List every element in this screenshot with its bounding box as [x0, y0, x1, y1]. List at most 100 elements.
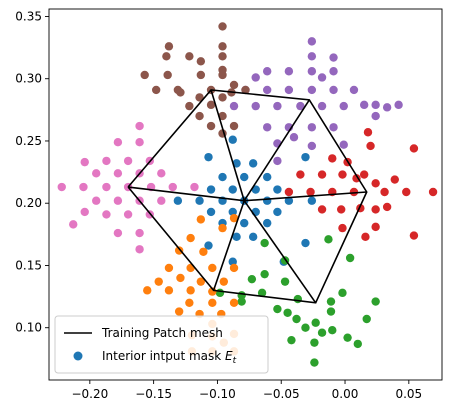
- data-point: [317, 101, 327, 111]
- data-point: [296, 170, 305, 179]
- data-point: [307, 141, 317, 151]
- series-4: [229, 37, 403, 166]
- data-point: [204, 152, 213, 162]
- data-point: [353, 339, 362, 349]
- series-1: [215, 235, 380, 367]
- legend-label-subscript: t: [233, 356, 237, 366]
- data-point: [251, 73, 260, 82]
- data-point: [409, 231, 419, 240]
- series-3: [284, 128, 438, 242]
- data-point: [102, 182, 111, 192]
- data-point: [306, 187, 315, 197]
- data-point: [196, 57, 206, 66]
- data-point: [190, 182, 199, 192]
- data-point: [326, 297, 336, 306]
- data-point: [296, 101, 305, 111]
- data-point: [307, 52, 317, 61]
- data-point: [208, 263, 217, 273]
- data-point: [273, 156, 282, 166]
- data-point: [289, 133, 299, 142]
- data-point: [185, 101, 194, 111]
- data-point: [185, 298, 194, 308]
- data-point: [92, 169, 101, 178]
- data-point: [371, 100, 380, 110]
- data-point: [262, 196, 272, 205]
- data-point: [394, 100, 403, 110]
- data-point: [232, 232, 241, 242]
- data-point: [310, 358, 319, 367]
- data-point: [349, 187, 359, 197]
- data-point: [382, 103, 392, 112]
- data-point: [337, 205, 346, 214]
- data-point: [215, 288, 225, 298]
- data-point: [262, 85, 272, 95]
- data-point: [307, 67, 317, 76]
- mesh-spoke: [243, 99, 310, 202]
- data-point: [102, 210, 111, 219]
- data-point: [123, 156, 133, 166]
- data-point: [409, 144, 419, 153]
- mesh-spoke: [128, 186, 245, 202]
- data-point: [174, 246, 184, 255]
- data-point: [317, 328, 327, 337]
- data-point: [343, 333, 352, 342]
- x-tick-label: 0.05: [395, 387, 422, 401]
- data-point: [229, 213, 239, 223]
- x-tick-label: −0.15: [135, 387, 172, 401]
- data-point: [135, 121, 144, 131]
- data-point: [251, 101, 260, 111]
- data-point: [287, 335, 296, 345]
- data-point: [162, 52, 171, 61]
- data-point: [135, 228, 144, 238]
- data-point: [154, 277, 163, 286]
- data-point: [151, 85, 161, 95]
- data-point: [292, 314, 301, 324]
- data-point: [196, 70, 206, 80]
- data-point: [273, 304, 282, 314]
- legend-label-mesh: Training Patch mesh: [101, 326, 223, 340]
- data-point: [371, 205, 380, 214]
- data-point: [311, 318, 320, 327]
- data-point: [218, 93, 227, 102]
- data-point: [428, 187, 438, 197]
- data-point: [262, 67, 272, 76]
- data-point: [257, 288, 267, 298]
- data-point: [57, 182, 66, 192]
- data-point: [329, 53, 338, 62]
- data-point: [199, 247, 208, 256]
- data-point: [371, 111, 380, 121]
- data-point: [135, 138, 144, 147]
- mesh-spoke: [210, 89, 245, 201]
- legend-label-symbol: E: [225, 349, 233, 363]
- data-point: [206, 207, 216, 217]
- data-point: [113, 196, 123, 205]
- data-point: [317, 170, 327, 179]
- data-point: [218, 65, 227, 75]
- data-point: [218, 223, 227, 233]
- data-point: [237, 297, 246, 306]
- data-point: [135, 245, 144, 254]
- data-point: [328, 154, 337, 163]
- data-point: [310, 338, 319, 347]
- data-point: [301, 152, 310, 162]
- data-point: [113, 169, 123, 178]
- data-point: [229, 80, 239, 90]
- data-point: [349, 85, 359, 95]
- data-point: [317, 73, 327, 82]
- data-point: [229, 101, 239, 111]
- data-point: [174, 307, 184, 316]
- data-point: [102, 156, 111, 166]
- data-point: [113, 138, 123, 147]
- data-point: [240, 172, 249, 182]
- data-point: [80, 157, 89, 167]
- data-point: [301, 238, 310, 248]
- data-point: [262, 218, 272, 228]
- data-point: [196, 277, 206, 286]
- data-point: [284, 85, 294, 95]
- data-point: [218, 22, 227, 31]
- data-point: [390, 175, 399, 184]
- data-point: [164, 286, 174, 295]
- data-point: [366, 141, 375, 151]
